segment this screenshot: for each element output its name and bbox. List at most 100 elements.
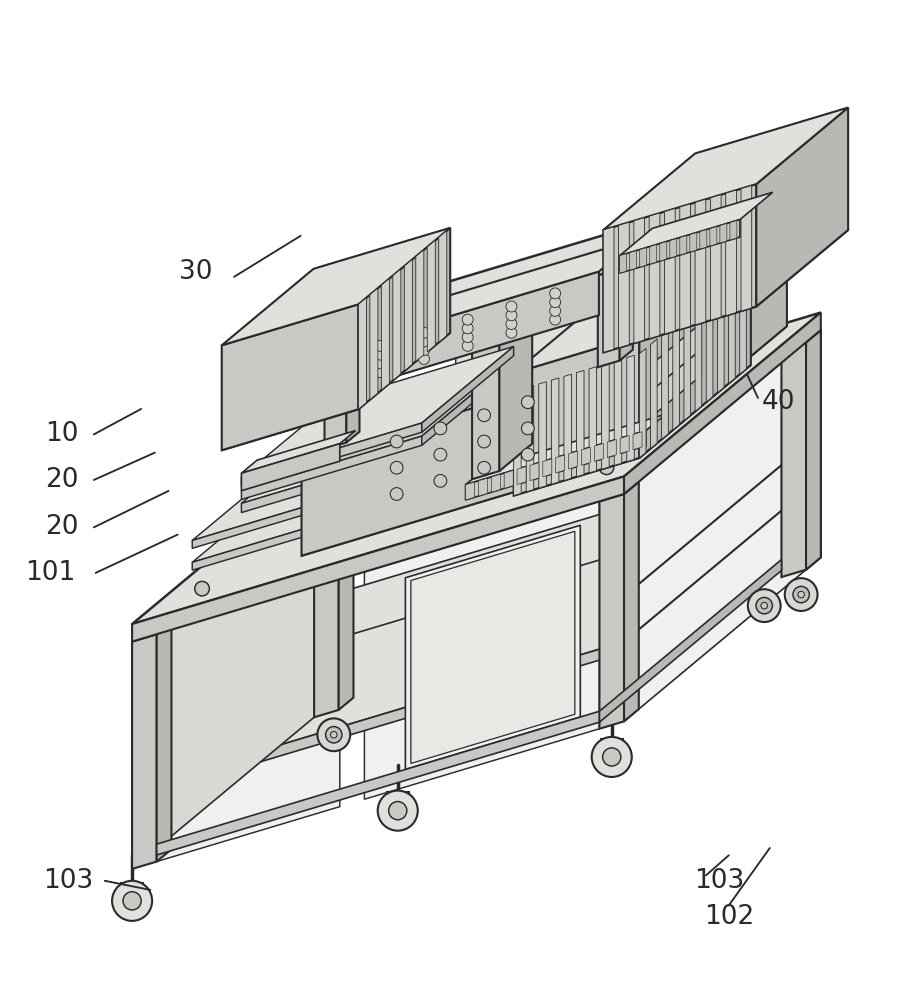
Circle shape: [325, 727, 342, 743]
Circle shape: [390, 461, 403, 474]
Polygon shape: [624, 502, 792, 653]
Polygon shape: [599, 494, 624, 729]
Circle shape: [521, 422, 534, 435]
Polygon shape: [514, 389, 521, 496]
Text: 103: 103: [694, 868, 745, 894]
Polygon shape: [370, 288, 378, 400]
Polygon shape: [619, 254, 627, 273]
Polygon shape: [387, 792, 409, 806]
Polygon shape: [504, 470, 513, 488]
Polygon shape: [695, 302, 701, 411]
Polygon shape: [509, 328, 650, 453]
Polygon shape: [157, 622, 171, 862]
Polygon shape: [527, 386, 534, 492]
Text: 103: 103: [43, 868, 94, 894]
Circle shape: [748, 589, 781, 622]
Text: 30: 30: [179, 259, 212, 285]
Polygon shape: [302, 326, 787, 556]
Polygon shape: [314, 470, 353, 490]
Polygon shape: [499, 278, 532, 471]
Circle shape: [195, 581, 210, 596]
Circle shape: [506, 319, 517, 329]
Polygon shape: [619, 240, 633, 361]
Polygon shape: [655, 323, 701, 388]
Polygon shape: [551, 378, 558, 484]
Circle shape: [756, 597, 773, 614]
Polygon shape: [415, 250, 424, 361]
Circle shape: [522, 402, 562, 442]
Polygon shape: [192, 328, 650, 540]
Polygon shape: [740, 265, 746, 374]
Polygon shape: [314, 483, 339, 717]
Polygon shape: [581, 447, 590, 465]
Polygon shape: [599, 560, 782, 722]
Text: 102: 102: [703, 904, 754, 930]
Polygon shape: [664, 208, 675, 334]
Polygon shape: [241, 360, 514, 490]
Polygon shape: [640, 248, 647, 267]
Polygon shape: [491, 474, 500, 492]
Polygon shape: [603, 227, 614, 352]
Polygon shape: [650, 339, 657, 449]
Polygon shape: [624, 457, 792, 607]
Circle shape: [549, 305, 560, 316]
Polygon shape: [695, 199, 706, 325]
Polygon shape: [673, 320, 680, 430]
Polygon shape: [324, 333, 346, 449]
Polygon shape: [121, 883, 143, 896]
Polygon shape: [132, 502, 792, 789]
Circle shape: [784, 578, 817, 611]
Polygon shape: [382, 278, 389, 390]
Polygon shape: [132, 596, 624, 755]
Polygon shape: [619, 220, 740, 273]
Polygon shape: [741, 185, 752, 311]
Circle shape: [112, 881, 152, 921]
Circle shape: [434, 422, 446, 435]
Polygon shape: [241, 347, 514, 477]
Polygon shape: [634, 218, 645, 343]
Polygon shape: [132, 642, 624, 800]
Polygon shape: [132, 622, 171, 642]
Text: 40: 40: [763, 389, 795, 415]
Polygon shape: [601, 363, 609, 469]
Polygon shape: [670, 239, 677, 258]
Circle shape: [418, 345, 429, 356]
Polygon shape: [517, 467, 526, 485]
Polygon shape: [358, 298, 366, 409]
Polygon shape: [427, 240, 435, 352]
Circle shape: [418, 336, 429, 347]
Polygon shape: [241, 444, 340, 491]
Circle shape: [374, 358, 385, 369]
Polygon shape: [680, 236, 687, 255]
Circle shape: [462, 314, 473, 325]
Polygon shape: [806, 330, 821, 570]
Circle shape: [390, 488, 403, 500]
Circle shape: [418, 327, 429, 338]
Text: 20: 20: [46, 514, 78, 540]
Polygon shape: [241, 476, 422, 539]
Polygon shape: [241, 373, 514, 503]
Polygon shape: [192, 350, 650, 562]
Polygon shape: [241, 431, 355, 473]
Circle shape: [599, 460, 614, 475]
Circle shape: [378, 791, 418, 831]
Circle shape: [521, 396, 534, 409]
Polygon shape: [630, 251, 637, 270]
Polygon shape: [655, 349, 701, 414]
Text: 20: 20: [46, 467, 78, 493]
Polygon shape: [680, 204, 691, 329]
Circle shape: [374, 349, 385, 360]
Polygon shape: [324, 251, 619, 357]
Polygon shape: [556, 455, 565, 473]
Circle shape: [549, 314, 560, 325]
Polygon shape: [241, 386, 514, 517]
Circle shape: [592, 737, 632, 777]
Polygon shape: [346, 322, 360, 443]
Circle shape: [506, 310, 517, 321]
Circle shape: [317, 718, 350, 751]
Polygon shape: [132, 457, 792, 744]
Text: 101: 101: [25, 560, 76, 586]
Polygon shape: [221, 228, 450, 345]
Polygon shape: [806, 330, 821, 570]
Circle shape: [477, 461, 490, 474]
